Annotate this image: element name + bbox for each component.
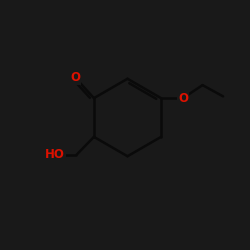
- Text: O: O: [70, 71, 80, 84]
- Text: O: O: [178, 92, 188, 105]
- Text: HO: HO: [45, 148, 65, 162]
